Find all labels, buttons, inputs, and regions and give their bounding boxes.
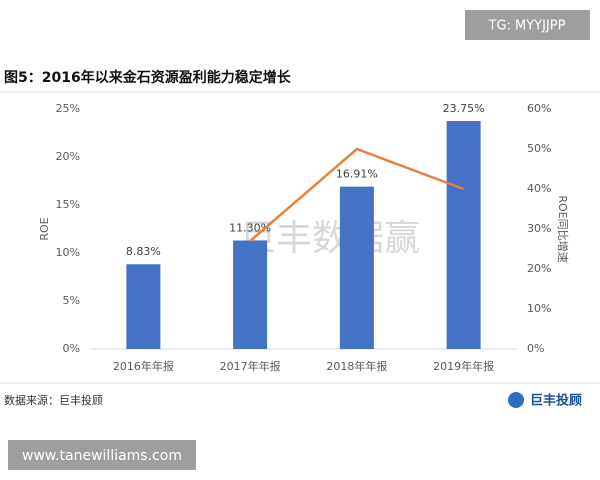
- y-tick-label: 10%: [56, 246, 80, 259]
- website: www.tanewilliams.com: [22, 448, 182, 464]
- bar: [339, 186, 374, 349]
- value-label: 23.75%: [443, 102, 485, 115]
- value-label: 8.83%: [126, 245, 161, 258]
- y-tick-label: 20%: [56, 150, 80, 163]
- y2-tick-label: 20%: [527, 262, 551, 275]
- y2-tick-label: 60%: [527, 102, 551, 115]
- x-tick-label: 2017年年报: [220, 359, 281, 373]
- x-tick-label: 2016年年报: [113, 359, 174, 373]
- line: [249, 147, 465, 242]
- y2-tick-label: 10%: [527, 302, 551, 315]
- logo-text: 巨丰投顾: [530, 393, 582, 409]
- y-tick-label: 5%: [63, 294, 80, 307]
- y-tick-label: 25%: [56, 102, 80, 115]
- chart-title: 图5：2016年以来金石资源盈利能力稳定增长: [4, 69, 292, 86]
- y-tick-label: 0%: [63, 342, 80, 355]
- y2-tick-label: 30%: [527, 222, 551, 235]
- x-tick-label: 2018年年报: [326, 359, 387, 373]
- value-label: 16.91%: [336, 168, 378, 181]
- y2-tick-label: 50%: [527, 142, 551, 155]
- x-tick-label: 2019年年报: [433, 359, 494, 373]
- y-axis-label: ROE: [38, 217, 51, 240]
- logo-icon: [508, 392, 524, 408]
- y2-axis-label: ROE同比增速: [556, 195, 570, 262]
- tag-box: [465, 10, 590, 40]
- tag: TG: MYYJJPP: [488, 19, 566, 34]
- bar: [446, 121, 481, 349]
- bar: [126, 264, 161, 349]
- y-tick-label: 15%: [56, 198, 80, 211]
- bar: [233, 240, 268, 349]
- website-box: [8, 440, 196, 470]
- y2-tick-label: 40%: [527, 182, 551, 195]
- source: 数据来源：巨丰投顾: [4, 393, 103, 407]
- y2-tick-label: 0%: [527, 342, 544, 355]
